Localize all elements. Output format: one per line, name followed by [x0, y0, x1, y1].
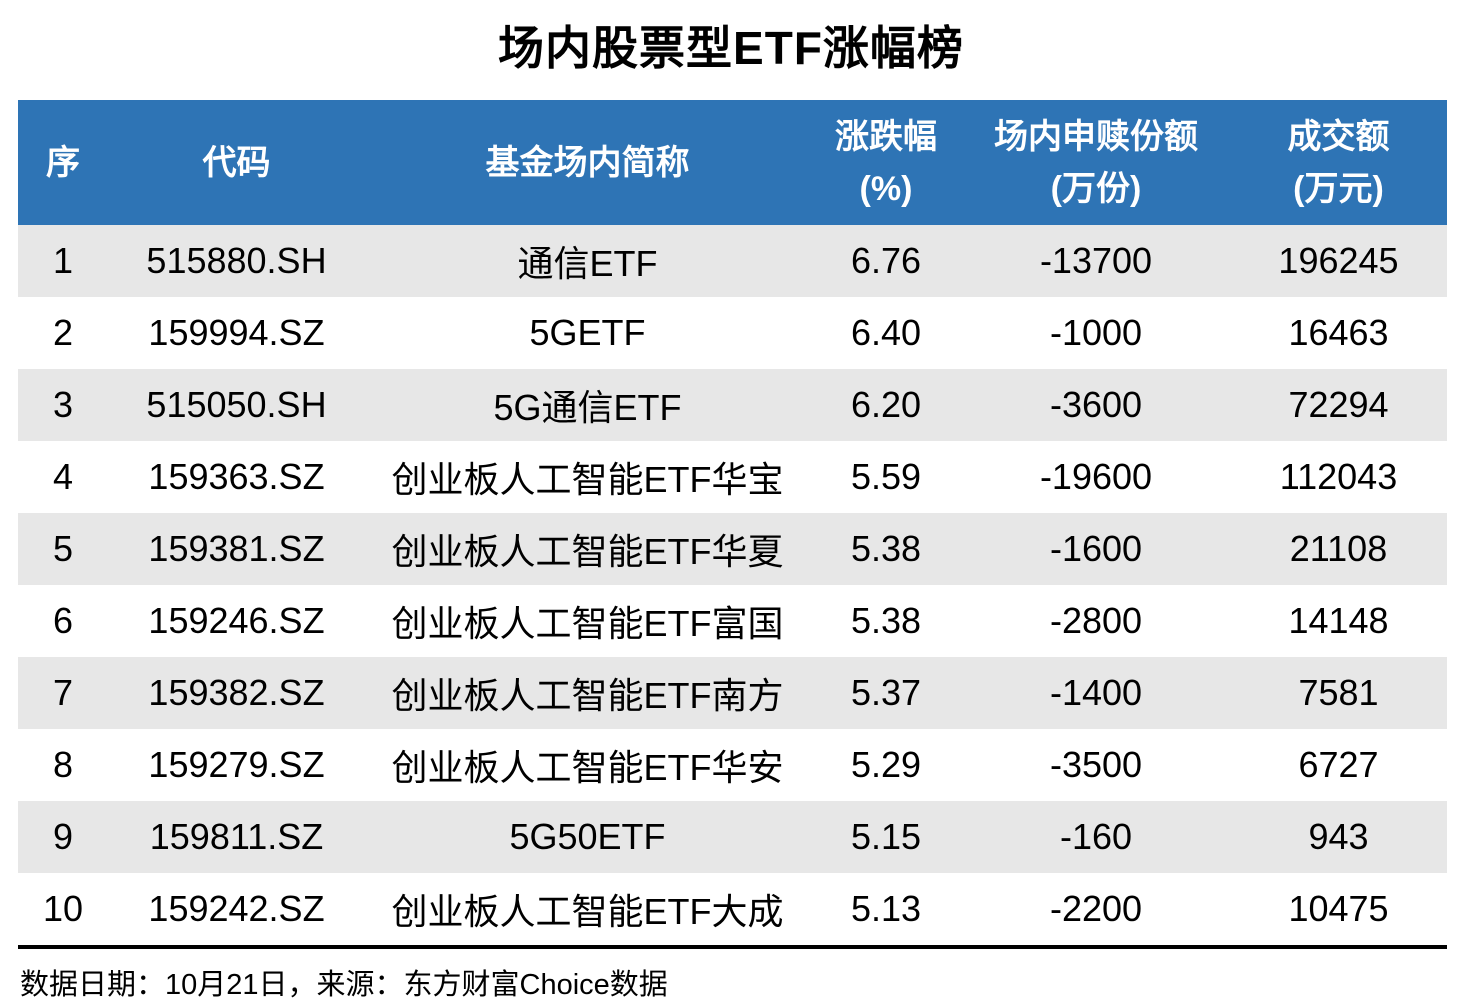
cell-shares: -1400	[1049, 672, 1143, 713]
cell-name: 创业板人工智能ETF南方	[391, 675, 784, 716]
cell-turnover: 112043	[1279, 456, 1398, 497]
table-row: 9 159811.SZ 5G50ETF 5.15 -160 943	[18, 801, 1447, 873]
cell-seq: 3	[52, 384, 74, 425]
cell-seq: 7	[52, 672, 74, 713]
cell-seq: 8	[52, 744, 74, 785]
header-cell-seq: 序	[18, 100, 108, 225]
table-row: 4 159363.SZ 创业板人工智能ETF华宝 5.59 -19600 112…	[18, 441, 1447, 513]
cell-name: 创业板人工智能ETF大成	[391, 891, 784, 932]
cell-seq: 4	[52, 456, 74, 497]
cell-code: 159382.SZ	[148, 672, 325, 713]
cell-shares: -2200	[1049, 888, 1143, 929]
cell-turnover: 196245	[1278, 240, 1399, 281]
header-shares-label-line2: (万份)	[1050, 169, 1142, 208]
cell-turnover: 6727	[1298, 744, 1379, 785]
cell-name: 5G50ETF	[509, 816, 666, 857]
header-code-label: 代码	[202, 143, 271, 182]
header-change-label-line1: 涨跌幅	[835, 117, 937, 156]
cell-change: 6.20	[850, 384, 922, 425]
header-cell-shares: 场内申赎份额 (万份)	[962, 100, 1230, 225]
cell-code: 159279.SZ	[148, 744, 325, 785]
table-row: 10 159242.SZ 创业板人工智能ETF大成 5.13 -2200 104…	[18, 873, 1447, 945]
cell-turnover: 16463	[1288, 312, 1389, 353]
cell-name: 创业板人工智能ETF富国	[391, 603, 784, 644]
cell-code: 159381.SZ	[148, 528, 325, 569]
table-row: 2 159994.SZ 5GETF 6.40 -1000 16463	[18, 297, 1447, 369]
cell-turnover: 21108	[1289, 528, 1388, 569]
cell-change: 5.37	[850, 672, 922, 713]
cell-code: 159242.SZ	[148, 888, 325, 929]
header-cell-name: 基金场内简称	[365, 100, 810, 225]
cell-code: 159811.SZ	[149, 816, 324, 857]
cell-name: 创业板人工智能ETF华安	[391, 747, 784, 788]
cell-name: 5GETF	[529, 312, 646, 353]
cell-change: 6.76	[850, 240, 922, 281]
cell-change: 5.15	[850, 816, 922, 857]
cell-code: 515050.SH	[146, 384, 327, 425]
cell-turnover: 72294	[1288, 384, 1389, 425]
cell-shares: -1000	[1049, 312, 1143, 353]
cell-turnover: 10475	[1288, 888, 1389, 929]
cell-shares: -2800	[1049, 600, 1143, 641]
cell-shares: -3600	[1049, 384, 1143, 425]
etf-ranking-table: 序 代码 基金场内简称 涨跌幅 (%) 场内申赎份额 (万份) 成交额 (万元)…	[18, 100, 1447, 949]
cell-shares: -19600	[1039, 456, 1153, 497]
header-name-label: 基金场内简称	[485, 143, 690, 182]
cell-code: 515880.SH	[146, 240, 327, 281]
table-row: 8 159279.SZ 创业板人工智能ETF华安 5.29 -3500 6727	[18, 729, 1447, 801]
cell-seq: 6	[52, 600, 74, 641]
cell-shares: -160	[1059, 816, 1133, 857]
header-cell-code: 代码	[108, 100, 365, 225]
cell-change: 5.38	[850, 600, 922, 641]
cell-seq: 2	[52, 312, 74, 353]
table-row: 3 515050.SH 5G通信ETF 6.20 -3600 72294	[18, 369, 1447, 441]
cell-name: 通信ETF	[517, 243, 658, 284]
cell-name: 创业板人工智能ETF华宝	[391, 459, 784, 500]
header-cell-turnover: 成交额 (万元)	[1230, 100, 1447, 225]
cell-code: 159363.SZ	[148, 456, 325, 497]
cell-turnover: 14148	[1288, 600, 1389, 641]
cell-turnover: 7581	[1298, 672, 1379, 713]
table-row: 6 159246.SZ 创业板人工智能ETF富国 5.38 -2800 1414…	[18, 585, 1447, 657]
cell-shares: -1600	[1049, 528, 1143, 569]
cell-name: 创业板人工智能ETF华夏	[391, 531, 784, 572]
cell-shares: -13700	[1039, 240, 1153, 281]
cell-seq: 9	[52, 816, 74, 857]
table-header-row: 序 代码 基金场内简称 涨跌幅 (%) 场内申赎份额 (万份) 成交额 (万元)	[18, 100, 1447, 225]
page-title: 场内股票型ETF涨幅榜	[498, 22, 964, 74]
header-cell-change: 涨跌幅 (%)	[810, 100, 962, 225]
table-row: 1 515880.SH 通信ETF 6.76 -13700 196245	[18, 225, 1447, 297]
cell-seq: 1	[52, 240, 74, 281]
cell-code: 159246.SZ	[148, 600, 325, 641]
header-change-label-line2: (%)	[859, 169, 913, 208]
header-shares-label-line1: 场内申赎份额	[994, 117, 1198, 156]
table-row: 7 159382.SZ 创业板人工智能ETF南方 5.37 -1400 7581	[18, 657, 1447, 729]
cell-change: 5.38	[850, 528, 922, 569]
cell-name: 5G通信ETF	[493, 387, 682, 428]
cell-change: 6.40	[850, 312, 922, 353]
cell-change: 5.59	[850, 456, 922, 497]
table-row: 5 159381.SZ 创业板人工智能ETF华夏 5.38 -1600 2110…	[18, 513, 1447, 585]
cell-code: 159994.SZ	[148, 312, 325, 353]
cell-seq: 10	[42, 888, 84, 929]
cell-seq: 5	[52, 528, 74, 569]
header-seq-label: 序	[46, 143, 80, 182]
cell-change: 5.29	[850, 744, 922, 785]
header-turnover-label-line1: 成交额	[1287, 117, 1390, 156]
cell-shares: -3500	[1049, 744, 1143, 785]
cell-change: 5.13	[850, 888, 922, 929]
cell-turnover: 943	[1308, 816, 1369, 857]
header-turnover-label-line2: (万元)	[1293, 169, 1384, 208]
data-source-note: 数据日期：10月21日，来源：东方财富Choice数据	[20, 969, 668, 1000]
